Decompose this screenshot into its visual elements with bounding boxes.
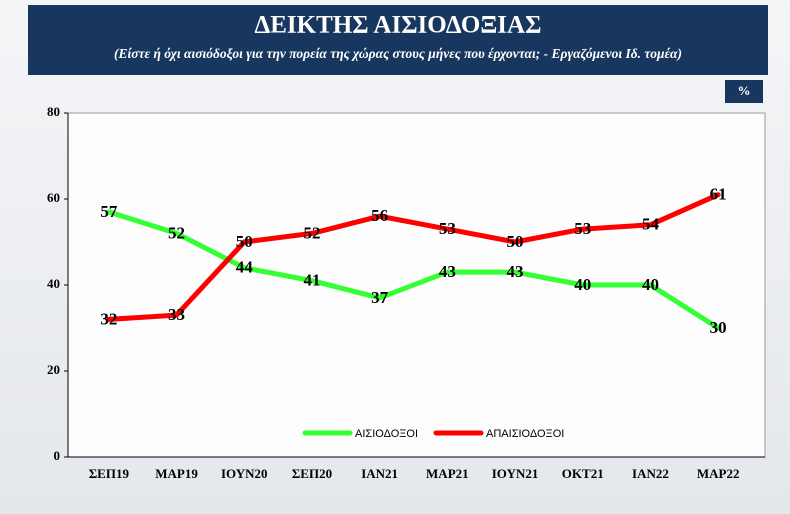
x-tick-label: ΣΕΠ20	[292, 466, 332, 481]
x-tick-label: ΙΑΝ22	[632, 466, 669, 481]
chart-title: ΔΕΙΚΤΗΣ ΑΙΣΙΟΔΟΞΙΑΣ	[255, 12, 542, 39]
data-label: 43	[507, 262, 524, 281]
x-tick-label: ΙΟΥΝ21	[492, 466, 539, 481]
data-label: 44	[236, 258, 254, 277]
y-tick-label: 80	[47, 104, 60, 119]
x-tick-label: ΣΕΠ19	[89, 466, 130, 481]
data-label: 54	[642, 215, 660, 234]
x-tick-label: ΙΟΥΝ20	[221, 466, 268, 481]
data-label: 40	[642, 275, 659, 294]
data-label: 41	[303, 271, 320, 290]
legend-label: ΑΙΣΙΟΔΟΞΟΙ	[355, 428, 418, 440]
data-label: 50	[236, 232, 253, 251]
unit-box	[725, 80, 763, 103]
y-tick-label: 40	[47, 276, 60, 291]
y-tick-label: 60	[47, 190, 60, 205]
data-label: 43	[439, 262, 456, 281]
title-banner	[28, 5, 768, 75]
data-label: 53	[574, 219, 591, 238]
data-label: 30	[710, 318, 727, 337]
series-line	[106, 209, 721, 331]
data-label: 32	[100, 309, 117, 328]
data-label: 56	[371, 206, 388, 225]
data-label: 53	[439, 219, 456, 238]
legend-label: ΑΠΑΙΣΙΟΔΟΞΟΙ	[486, 428, 564, 440]
x-tick-label: ΜΑΡ22	[697, 466, 740, 481]
data-label: 57	[100, 202, 118, 221]
x-tick-label: ΜΑΡ21	[426, 466, 469, 481]
y-tick-label: 20	[47, 362, 60, 377]
data-label: 61	[710, 185, 727, 204]
x-tick-label: ΙΑΝ21	[361, 466, 398, 481]
data-label: 37	[371, 288, 389, 307]
chart-subtitle: (Είστε ή όχι αισιόδοξοι για την πορεία τ…	[114, 46, 682, 61]
data-label: 52	[168, 223, 185, 242]
data-label: 52	[303, 223, 320, 242]
x-tick-label: ΟΚΤ21	[562, 466, 604, 481]
data-label: 50	[507, 232, 524, 251]
data-label: 40	[574, 275, 591, 294]
series-line	[106, 192, 721, 322]
y-tick-label: 0	[54, 448, 61, 463]
x-tick-label: ΜΑΡ19	[155, 466, 198, 481]
data-label: 33	[168, 305, 185, 324]
unit-label: %	[738, 83, 751, 98]
